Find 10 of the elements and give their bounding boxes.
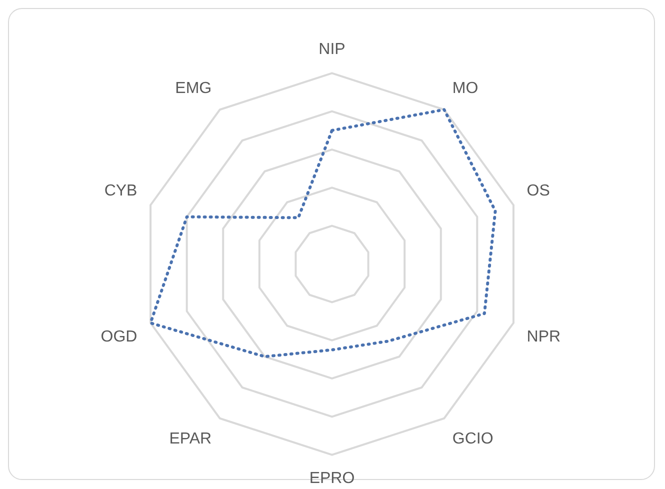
spoke-label: EPAR — [169, 430, 212, 448]
spoke-label: NIP — [318, 41, 346, 58]
spoke-label: EMG — [175, 80, 212, 98]
spoke-label: OS — [526, 182, 550, 200]
spoke-label: GCIO — [452, 430, 494, 448]
spoke-label: EPRO — [309, 470, 355, 487]
spoke-label: CYB — [104, 182, 138, 200]
spoke-label: NPR — [526, 328, 561, 346]
spoke-label: OGD — [100, 328, 138, 346]
spoke-label: MO — [452, 80, 478, 98]
